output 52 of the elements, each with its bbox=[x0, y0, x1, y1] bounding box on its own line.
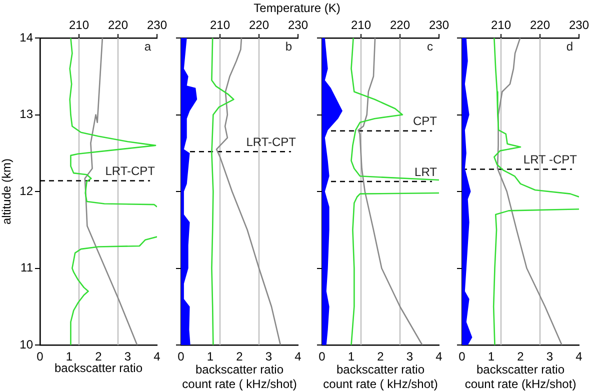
x2-tick-label: 220 bbox=[108, 18, 128, 32]
x-tick-label: 3 bbox=[265, 350, 272, 364]
x-tick-label: 1 bbox=[206, 350, 214, 364]
ref-line-label: CPT bbox=[413, 114, 438, 128]
x2-axis-title: Temperature (K) bbox=[252, 1, 342, 15]
x2-tick-label: 210 bbox=[350, 18, 372, 32]
x-axis-title: backscatter ratio count rate ( kHz/shot) bbox=[182, 362, 297, 392]
x-axis-title: backscatter ratio count rate ( kHz/shot) bbox=[323, 362, 438, 392]
ref-line-label: LRT -CPT bbox=[523, 152, 578, 167]
x2-tick-label: 230 bbox=[288, 18, 308, 32]
x2-tick-label: 210 bbox=[68, 18, 90, 32]
x-tick-label: 2 bbox=[95, 350, 102, 364]
x-tick-label: 1 bbox=[348, 350, 355, 364]
x-tick-label: 4 bbox=[154, 350, 161, 364]
x-tick-label: 2 bbox=[236, 350, 244, 364]
x-tick-label: 2 bbox=[517, 350, 524, 364]
x-tick-label: 3 bbox=[124, 350, 132, 364]
x2-tick-label: 210 bbox=[210, 18, 230, 32]
annotation: d bbox=[566, 39, 573, 54]
x2-tick-label: 220 bbox=[390, 18, 410, 32]
x2-tick-label: 220 bbox=[248, 18, 270, 32]
x2-tick-label: 230 bbox=[146, 18, 168, 32]
x-tick-label: 1 bbox=[488, 350, 495, 364]
y-tick-label: 11 bbox=[20, 260, 34, 275]
annotation: c bbox=[427, 39, 433, 54]
x-tick-label: 0 bbox=[458, 350, 466, 364]
ref-line-label: LRT-CPT bbox=[246, 134, 297, 149]
y-tick-label: 12 bbox=[20, 184, 34, 198]
x2-tick-label: 230 bbox=[428, 18, 450, 32]
x-tick-label: 3 bbox=[546, 350, 554, 364]
x-tick-label: 4 bbox=[436, 350, 443, 364]
y-tick-label: 14 bbox=[20, 30, 34, 44]
ref-line-label: LRT-CPT bbox=[105, 164, 156, 178]
annotation: b bbox=[285, 39, 292, 54]
x-tick-label: 4 bbox=[576, 350, 583, 364]
x2-tick-label: 220 bbox=[530, 18, 550, 32]
x-tick-label: 0 bbox=[36, 350, 44, 364]
x2-tick-label: 210 bbox=[490, 18, 512, 32]
x-tick-label: 3 bbox=[406, 350, 414, 364]
annotation: a bbox=[144, 39, 152, 54]
x-tick-label: 2 bbox=[377, 350, 384, 364]
x-axis-title: backscatter ratio bbox=[54, 361, 143, 376]
y-tick-label: 10 bbox=[20, 337, 34, 352]
x-tick-label: 0 bbox=[318, 350, 326, 364]
x-tick-label: 0 bbox=[178, 350, 185, 364]
x-axis-title: backscatter ratio count rate (kHz/shot) bbox=[464, 362, 576, 392]
x2-tick-label: 230 bbox=[568, 18, 590, 32]
y-axis-title: altitude (km) bbox=[0, 158, 14, 225]
x-tick-label: 1 bbox=[66, 350, 73, 364]
ref-line-label: LRT bbox=[414, 164, 438, 179]
x-tick-label: 4 bbox=[294, 350, 302, 364]
y-tick-label: 13 bbox=[20, 107, 34, 122]
